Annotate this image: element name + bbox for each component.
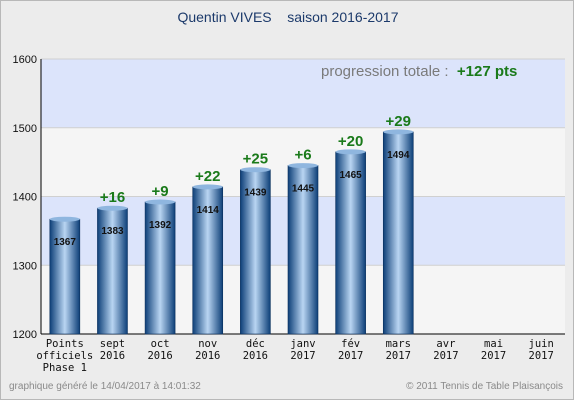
x-tick-label: sept (100, 338, 125, 350)
bar-value-label: 1494 (387, 150, 410, 161)
x-tick-label: officiels (36, 350, 93, 362)
bar-value-label: 1465 (340, 170, 363, 181)
chart-title: Quentin VIVES saison 2016-2017 (177, 9, 399, 25)
bar-cap (192, 184, 223, 190)
bar-delta-label: +29 (386, 113, 411, 130)
bar-value-label: 1367 (54, 237, 77, 248)
x-tick-label: mars (386, 338, 411, 350)
x-tick-label: oct (151, 338, 170, 350)
x-tick-label: 2016 (100, 350, 125, 362)
bar-value-label: 1439 (244, 188, 267, 199)
bar (49, 218, 81, 335)
progression-summary: progression totale : +127 pts (321, 63, 517, 80)
x-tick-label: mai (484, 338, 503, 350)
x-tick-label: 2017 (290, 350, 315, 362)
y-tick-label: 1500 (13, 123, 37, 135)
x-tick-label: 2017 (433, 350, 458, 362)
x-tick-label: Phase 1 (43, 362, 87, 374)
x-tick-label: 2017 (338, 350, 363, 362)
x-tick-label: nov (198, 338, 217, 350)
x-tick-label: fév (341, 338, 360, 350)
bar-delta-label: +20 (338, 133, 363, 150)
bar-cap (145, 199, 176, 205)
bar-cap (335, 149, 366, 155)
bar-delta-label: +25 (243, 151, 268, 168)
x-tick-label: janv (290, 338, 315, 350)
x-tick-label: juin (529, 338, 554, 350)
x-tick-label: déc (246, 338, 265, 350)
bar-cap (97, 205, 128, 211)
generated-timestamp: graphique généré le 14/04/2017 à 14:01:3… (9, 381, 201, 392)
bar-delta-label: +9 (152, 183, 169, 200)
y-tick-label: 1200 (13, 329, 37, 341)
y-tick-label: 1600 (13, 54, 37, 66)
bar-delta-label: +6 (294, 147, 311, 164)
bar-cap (288, 163, 318, 169)
bar-cap (49, 216, 80, 222)
bar (144, 201, 176, 335)
y-tick-label: 1400 (13, 192, 37, 204)
x-tick-label: 2017 (386, 350, 411, 362)
x-tick-label: 2017 (529, 350, 554, 362)
x-tick-label: Points (46, 338, 84, 350)
bar-value-label: 1383 (101, 226, 124, 237)
bar-cap (383, 129, 414, 135)
bar-cap (240, 167, 271, 173)
x-tick-label: 2016 (243, 350, 268, 362)
progression-label: progression totale : (321, 63, 457, 80)
plot-band (41, 59, 565, 128)
bar-delta-label: +16 (100, 189, 125, 206)
bar-value-label: 1392 (149, 220, 172, 231)
bar (287, 165, 319, 335)
x-tick-label: 2016 (147, 350, 172, 362)
x-tick-label: 2017 (481, 350, 506, 362)
bar-value-label: 1445 (292, 184, 315, 195)
x-tick-label: avr (436, 338, 455, 350)
bar-value-label: 1414 (197, 205, 220, 216)
copyright-notice: © 2011 Tennis de Table Plaisançois (406, 381, 563, 392)
bar (382, 131, 414, 335)
y-tick-label: 1300 (13, 260, 37, 272)
x-tick-label: 2016 (195, 350, 220, 362)
bar (97, 207, 128, 335)
progression-value: +127 pts (456, 63, 518, 80)
bar (192, 186, 224, 335)
bar (335, 151, 366, 335)
bar-delta-label: +22 (195, 168, 220, 185)
